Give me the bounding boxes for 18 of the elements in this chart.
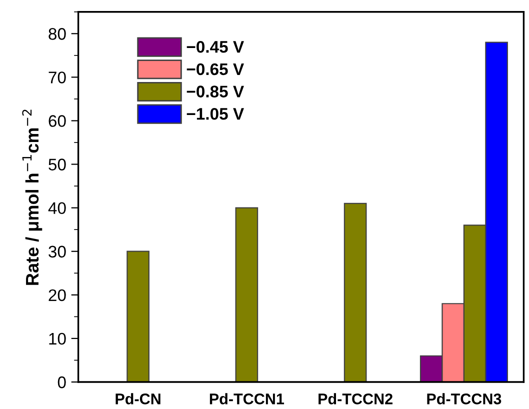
y-tick-label: 0 bbox=[58, 376, 66, 388]
x-tick-label: Pd-TCCN3 bbox=[427, 393, 502, 404]
legend-label: −0.85 V bbox=[186, 86, 244, 98]
y-tick-label: 60 bbox=[48, 115, 66, 127]
y-tick-label: 40 bbox=[48, 202, 66, 214]
x-tick-label: Pd-TCCN1 bbox=[210, 393, 284, 404]
legend-label: −0.45 V bbox=[186, 40, 244, 53]
legend-label: −1.05 V bbox=[186, 108, 244, 120]
legend-label: −0.65 V bbox=[186, 63, 244, 76]
y-tick-label: 30 bbox=[48, 246, 66, 258]
y-tick-label: 70 bbox=[48, 72, 66, 84]
x-tick-label: Pd-TCCN2 bbox=[318, 393, 392, 404]
y-axis-title: Rate / μmol h$^{−1}$cm$^{−2}$ bbox=[22, 110, 42, 285]
x-tick-label: Pd-CN bbox=[116, 393, 160, 404]
y-tick-label: 50 bbox=[48, 158, 66, 170]
y-tick-label: 10 bbox=[49, 332, 66, 345]
y-tick-label: 80 bbox=[48, 28, 66, 40]
y-tick-label: 20 bbox=[48, 289, 66, 302]
